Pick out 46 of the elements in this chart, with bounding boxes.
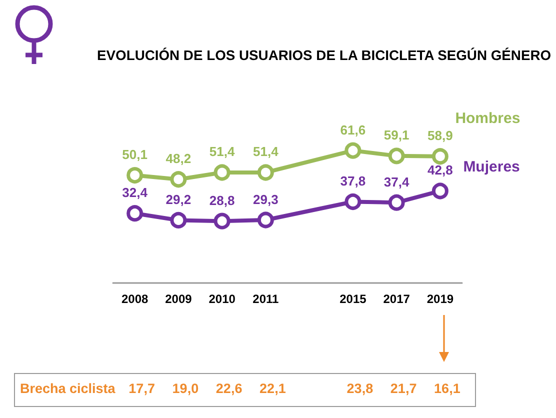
data-label: 51,4 xyxy=(209,144,236,160)
series-label: Mujeres xyxy=(463,158,520,176)
text: 22,6 xyxy=(216,381,242,397)
data-label: 61,6 xyxy=(340,122,366,138)
data-label: 29,3 xyxy=(253,192,278,207)
text: 16,1 xyxy=(434,381,460,397)
text: 23,8 xyxy=(346,381,374,397)
data-label: 59,1 xyxy=(384,128,410,143)
point xyxy=(388,148,405,164)
data-label: 58,9 xyxy=(428,128,453,144)
data-label: 42,8 xyxy=(428,162,453,178)
point xyxy=(170,212,187,228)
series-label: Hombres xyxy=(455,110,520,127)
data-label: 28,8 xyxy=(209,192,235,208)
point xyxy=(388,194,405,211)
point xyxy=(344,193,362,210)
point xyxy=(432,148,448,165)
point xyxy=(257,164,274,181)
text: Brecha ciclista xyxy=(20,381,116,397)
x-tick-label: 2019 xyxy=(426,292,454,306)
x-tick-label: 2017 xyxy=(383,292,410,306)
point xyxy=(344,142,362,159)
data-label: 50,1 xyxy=(122,147,148,162)
point xyxy=(257,212,274,228)
text: 21,7 xyxy=(390,381,417,397)
data-label: 37,8 xyxy=(340,173,366,188)
x-tick-label: 2008 xyxy=(121,292,148,306)
data-label: 29,2 xyxy=(166,192,192,207)
data-label: 32,4 xyxy=(122,185,148,200)
text: 22,1 xyxy=(260,381,286,397)
point xyxy=(214,212,230,230)
x-tick-label: 2010 xyxy=(208,292,236,306)
point xyxy=(126,205,144,222)
point xyxy=(214,164,230,181)
x-tick-label: 2015 xyxy=(340,292,367,306)
point xyxy=(126,167,144,184)
x-tick-label: 2009 xyxy=(165,292,192,306)
data-label: 51,4 xyxy=(253,144,280,160)
data-label: 48,2 xyxy=(166,151,192,166)
data-label: 37,4 xyxy=(384,174,410,190)
text: 17,7 xyxy=(128,381,155,397)
chart-title: EVOLUCIÓN DE LOS USUARIOS DE LA BICICLETA SEGÚN GÉNERO xyxy=(97,47,552,63)
point xyxy=(432,182,448,200)
x-tick-label: 2011 xyxy=(252,292,280,306)
point xyxy=(170,171,187,188)
text: 19,0 xyxy=(172,381,199,397)
